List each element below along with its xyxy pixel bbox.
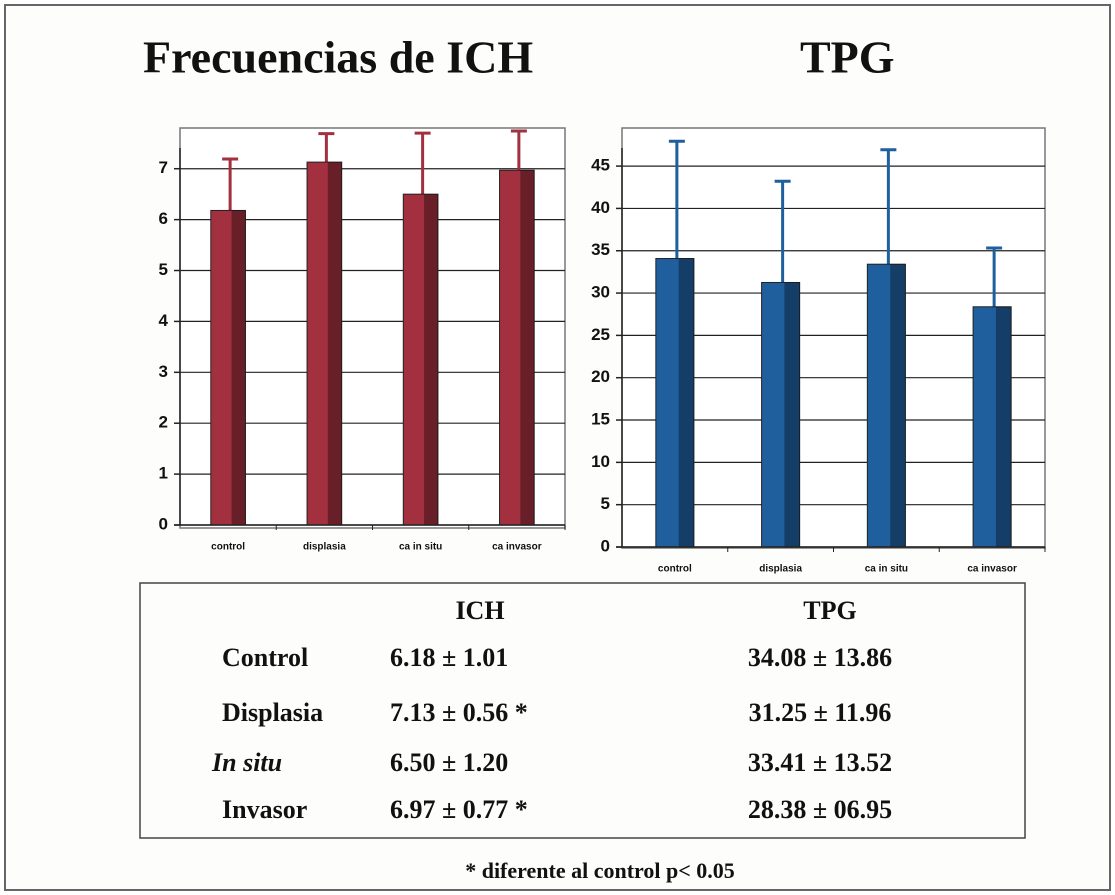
y-tick-label: 40 xyxy=(591,198,610,217)
x-tick-label: displasia xyxy=(303,542,346,553)
bar-side xyxy=(327,162,342,525)
y-tick-label: 1 xyxy=(159,464,168,483)
y-tick-label: 5 xyxy=(601,494,610,513)
bars xyxy=(210,129,535,526)
table-header: ICH xyxy=(455,596,504,625)
table-box xyxy=(139,582,1026,839)
y-tick-label: 3 xyxy=(159,362,168,381)
table-cell: 33.41 ± 13.52 xyxy=(748,748,892,777)
x-tick-label: ca invasor xyxy=(492,542,542,553)
row-label: Control xyxy=(222,643,308,672)
bar xyxy=(499,169,535,526)
bar-side xyxy=(424,194,438,525)
bar xyxy=(655,258,695,548)
bar xyxy=(210,209,246,526)
y-tick-label: 25 xyxy=(591,325,610,344)
row-label: Displasia xyxy=(222,698,323,727)
table-cell: 28.38 ± 06.95 xyxy=(748,795,892,824)
bar-side xyxy=(890,264,906,547)
x-tick-label: control xyxy=(211,542,245,553)
bar xyxy=(402,193,439,526)
bar xyxy=(761,281,801,548)
y-tick-label: 4 xyxy=(159,311,169,330)
y-tick-label: 45 xyxy=(591,156,610,175)
table-cell: 7.13 ± 0.56 * xyxy=(390,698,528,727)
y-tick-label: 15 xyxy=(591,410,610,429)
table-cell: 34.08 ± 13.86 xyxy=(748,643,892,672)
y-tick-label: 20 xyxy=(591,367,610,386)
y-tick-label: 5 xyxy=(159,260,168,279)
footnote: * diferente al control p< 0.05 xyxy=(465,858,735,883)
x-tick-label: ca in situ xyxy=(399,542,442,553)
y-tick-label: 10 xyxy=(591,452,610,471)
bar-side xyxy=(520,170,535,525)
table-header: TPG xyxy=(803,596,856,625)
bar-side xyxy=(784,282,800,547)
y-tick-label: 2 xyxy=(159,413,168,432)
y-tick-label: 35 xyxy=(591,240,610,259)
bar xyxy=(866,263,906,548)
y-tick-label: 0 xyxy=(159,514,168,533)
y-tick-label: 30 xyxy=(591,283,610,302)
bar-side xyxy=(678,258,694,547)
row-label: In situ xyxy=(211,748,282,777)
chart-title: Frecuencias de ICH xyxy=(143,32,533,83)
table-cell: 6.18 ± 1.01 xyxy=(390,643,508,672)
bar xyxy=(306,161,343,526)
table-cell: 31.25 ± 11.96 xyxy=(749,698,892,727)
chart-title: TPG xyxy=(800,32,895,83)
y-tick-label: 6 xyxy=(159,209,168,228)
x-tick-label: displasia xyxy=(759,564,802,575)
x-tick-label: control xyxy=(658,564,692,575)
table-cell: 6.50 ± 1.20 xyxy=(390,748,508,777)
bar-side xyxy=(995,306,1012,547)
x-tick-label: ca in situ xyxy=(865,564,908,575)
y-tick-label: 0 xyxy=(601,536,610,555)
table-cell: 6.97 ± 0.77 * xyxy=(390,795,528,824)
bar-side xyxy=(231,210,246,525)
y-tick-label: 7 xyxy=(159,158,168,177)
row-label: Invasor xyxy=(222,795,307,824)
x-tick-label: ca invasor xyxy=(967,564,1017,575)
